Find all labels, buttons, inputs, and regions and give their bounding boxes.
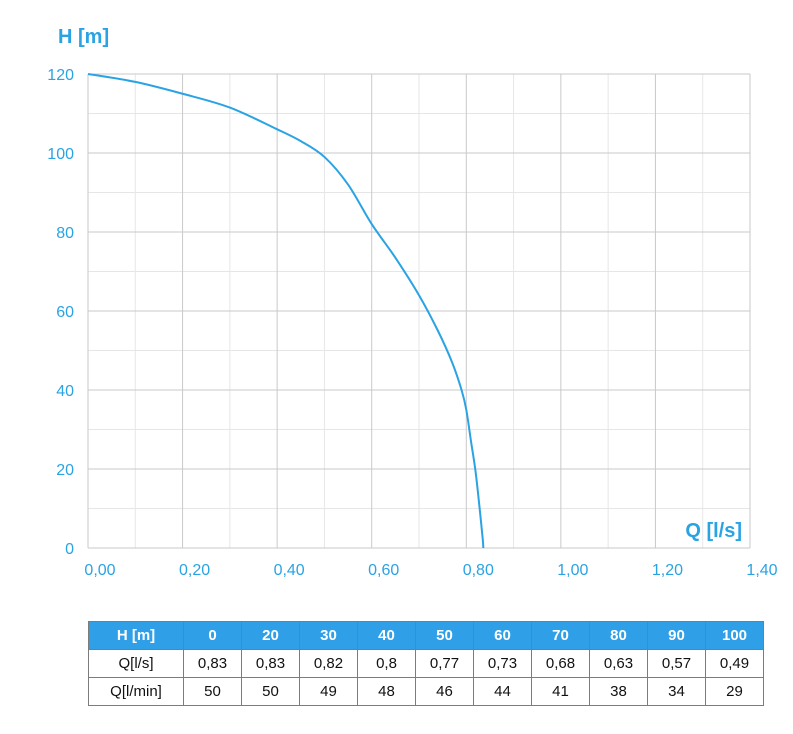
y-tick-label: 40 xyxy=(56,383,74,400)
table-cell: 41 xyxy=(531,677,590,706)
pump-curve-chart: 0 20 40 60 80 100 120 0,00 0,20 0,40 0,60 0,80 1,00… xyxy=(47,26,777,579)
table-cell: 0,73 xyxy=(473,649,532,678)
table-cell: 0,49 xyxy=(705,649,764,678)
table-cell: 0,8 xyxy=(357,649,416,678)
x-tick-label: 0,40 xyxy=(274,562,305,579)
table-cell: 0,57 xyxy=(647,649,706,678)
y-tick-label: 120 xyxy=(47,67,74,84)
x-tick-label: 1,40 xyxy=(746,562,777,579)
table-header-cell: 100 xyxy=(705,621,764,650)
x-tick-label: 1,00 xyxy=(557,562,588,579)
y-tick-label: 80 xyxy=(56,225,74,242)
table-row-label: Q[l/s] xyxy=(88,649,184,678)
table-header-cell: 70 xyxy=(531,621,590,650)
y-tick-label: 20 xyxy=(56,462,74,479)
x-axis-ticks: 0,00 0,20 0,40 0,60 0,80 1,00 1,20 1,40 xyxy=(84,562,777,579)
y-tick-label: 60 xyxy=(56,304,74,321)
table-cell: 29 xyxy=(705,677,764,706)
y-axis-title: H [m] xyxy=(58,26,109,48)
table-cell: 0,82 xyxy=(299,649,358,678)
x-tick-label: 0,00 xyxy=(84,562,115,579)
y-tick-label: 0 xyxy=(65,541,74,558)
table-cell: 0,83 xyxy=(241,649,300,678)
table-header-cell: 40 xyxy=(357,621,416,650)
table-cell: 48 xyxy=(357,677,416,706)
performance-table: H [m] 0 20 30 40 50 60 70 80 90 100 Q[l/s] 0,83 0,8… xyxy=(88,621,764,706)
table-cell: 0,77 xyxy=(415,649,474,678)
table-header-cell: 50 xyxy=(415,621,474,650)
x-tick-label: 0,20 xyxy=(179,562,210,579)
table-cell: 50 xyxy=(241,677,300,706)
table-cell: 34 xyxy=(647,677,706,706)
table-header-cell: 20 xyxy=(241,621,300,650)
y-axis-ticks: 0 20 40 60 80 100 120 xyxy=(47,67,74,558)
table-cell: 0,68 xyxy=(531,649,590,678)
table-header-label: H [m] xyxy=(88,621,184,650)
table-row-label: Q[l/min] xyxy=(88,677,184,706)
x-tick-label: 0,80 xyxy=(463,562,494,579)
table-row: Q[l/min] 50 50 49 48 46 44 41 38 34 29 xyxy=(88,677,764,706)
table-cell: 38 xyxy=(589,677,648,706)
table-header-cell: 90 xyxy=(647,621,706,650)
table-row: Q[l/s] 0,83 0,83 0,82 0,8 0,77 0,73 0,68 0,63 0,5… xyxy=(88,649,764,678)
y-tick-label: 100 xyxy=(47,146,74,163)
table-header-cell: 30 xyxy=(299,621,358,650)
table-cell: 0,63 xyxy=(589,649,648,678)
table-cell: 46 xyxy=(415,677,474,706)
x-tick-label: 1,20 xyxy=(652,562,683,579)
pump-curve-line xyxy=(87,73,485,549)
major-grid xyxy=(87,73,751,549)
table-cell: 44 xyxy=(473,677,532,706)
table-header-cell: 0 xyxy=(183,621,242,650)
table-body: Q[l/s] 0,83 0,83 0,82 0,8 0,77 0,73 0,68 0,63 0,5… xyxy=(88,649,764,706)
table-cell: 0,83 xyxy=(183,649,242,678)
x-axis-title: Q [l/s] xyxy=(685,520,742,542)
table-header-cell: 80 xyxy=(589,621,648,650)
table-header-cell: 60 xyxy=(473,621,532,650)
x-tick-label: 0,60 xyxy=(368,562,399,579)
table-cell: 50 xyxy=(183,677,242,706)
table-cell: 49 xyxy=(299,677,358,706)
table-header-row: H [m] 0 20 30 40 50 60 70 80 90 100 xyxy=(88,621,764,650)
